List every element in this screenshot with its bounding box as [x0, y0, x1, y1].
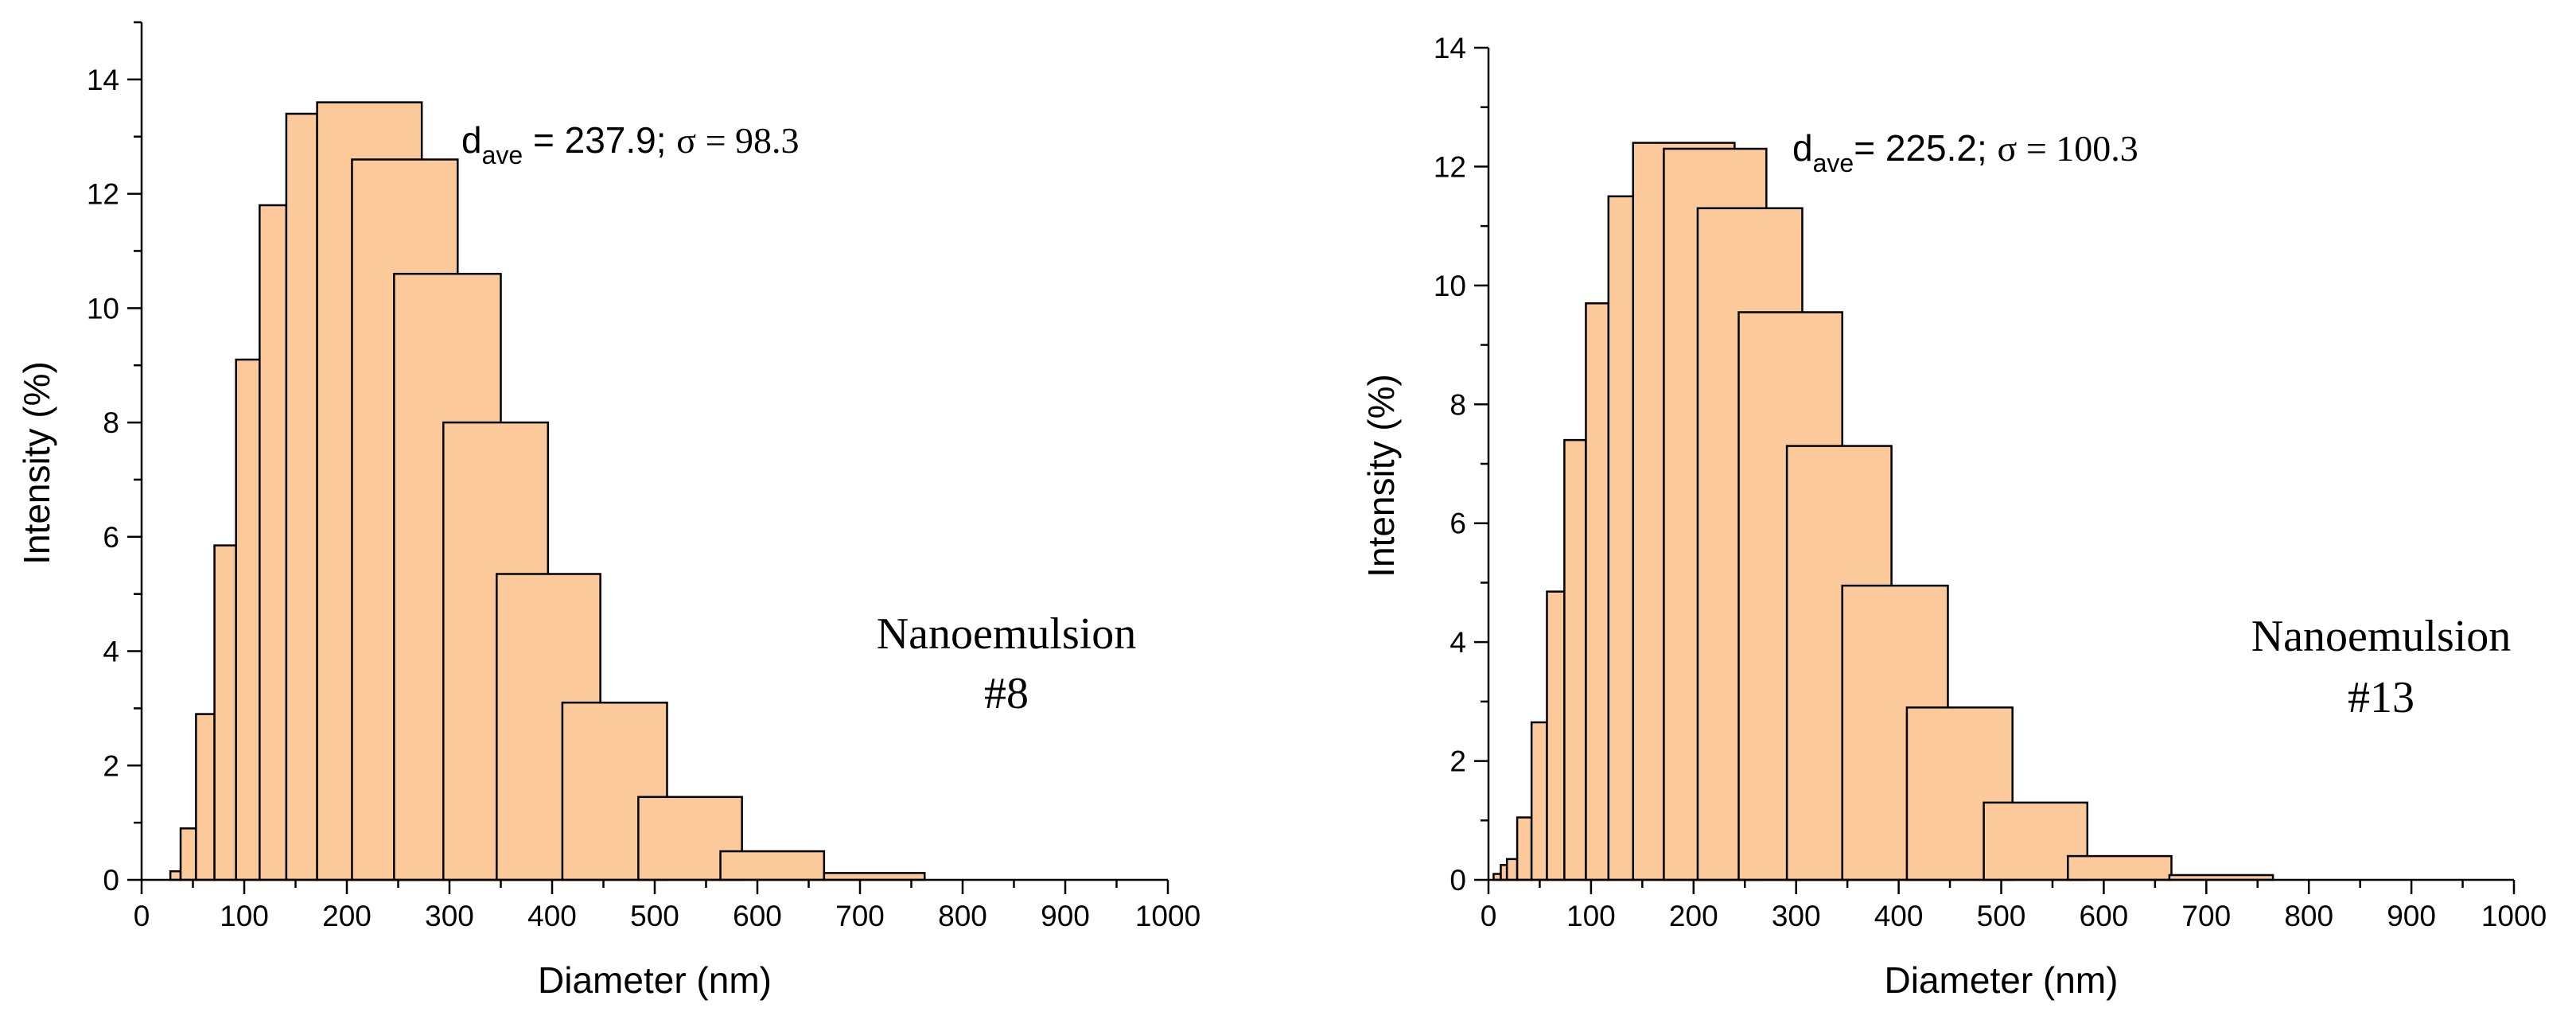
histogram-bar	[719, 850, 826, 881]
x-axis-title: Diameter (nm)	[1885, 959, 2119, 1001]
y-tick-label: 6	[1449, 508, 1466, 540]
x-tick-label: 900	[2387, 900, 2436, 932]
histogram-bar	[1546, 590, 1566, 881]
x-tick-label: 300	[425, 900, 474, 932]
histogram-bar	[2067, 854, 2173, 881]
y-tick-label: 4	[1449, 626, 1466, 659]
chart-panel-2: 0 100 200 300 400 500 600 700 800 900 1000 0 2 4 6 8 10 1…	[1360, 32, 2547, 1001]
histogram-bar	[1607, 195, 1634, 881]
histogram-bar	[235, 358, 261, 881]
y-tick-label: 14	[87, 64, 119, 96]
x-axis-title: Diameter (nm)	[538, 959, 772, 1001]
histogram-bar	[213, 544, 237, 881]
y-tick-label: 12	[1434, 150, 1466, 183]
x-tick-label: 0	[1481, 900, 1497, 932]
histogram-bar	[1585, 302, 1610, 881]
y-tick-label: 14	[1434, 32, 1466, 64]
stats-annotation: dave= 225.2; σ = 100.3	[1792, 127, 2138, 177]
x-tick-label: 300	[1772, 900, 1821, 932]
chart-panel-1: 0 100 200 300 400 500 600 700 800 900 1000 0 2 4 6 8 10 1…	[16, 21, 1200, 1001]
x-tick-label: 1000	[1135, 900, 1200, 932]
histogram-bar	[169, 870, 182, 881]
stats-annotation: dave = 237.9; σ = 98.3	[461, 119, 800, 169]
sample-label-name: Nanoemulsion	[2251, 612, 2512, 661]
x-tick-label: 400	[527, 900, 577, 932]
x-tick-label: 800	[938, 900, 987, 932]
x-tick-label: 0	[134, 900, 150, 932]
histogram-bar	[1530, 721, 1548, 881]
y-tick-label: 2	[1449, 745, 1466, 778]
x-tick-label: 100	[220, 900, 269, 932]
sample-label-number: #8	[984, 669, 1029, 718]
x-tick-label: 200	[1669, 900, 1718, 932]
histogram-bar	[179, 827, 197, 881]
x-tick-label: 600	[733, 900, 782, 932]
x-tick-label: 100	[1566, 900, 1616, 932]
x-tick-label: 900	[1041, 900, 1090, 932]
x-tick-label: 500	[630, 900, 679, 932]
x-tick-label: 700	[2181, 900, 2231, 932]
y-axis-title: Intensity (%)	[16, 361, 57, 565]
histogram-bar	[1516, 816, 1533, 881]
y-tick-label: 4	[103, 636, 119, 668]
y-tick-label: 10	[87, 292, 119, 325]
y-axis-title: Intensity (%)	[1360, 374, 1402, 578]
histogram-bar	[259, 204, 288, 881]
x-tick-label: 800	[2284, 900, 2333, 932]
sample-label-number: #13	[2348, 673, 2415, 722]
x-tick-label: 700	[835, 900, 885, 932]
histogram-bar	[285, 112, 318, 881]
x-tick-label: 200	[322, 900, 372, 932]
x-tick-label: 400	[1874, 900, 1924, 932]
y-tick-label: 0	[103, 864, 119, 897]
y-tick-label: 8	[103, 407, 119, 439]
y-tick-label: 2	[103, 749, 119, 782]
x-tick-label: 500	[1977, 900, 2026, 932]
x-tick-label: 1000	[2481, 900, 2547, 932]
histogram-bar	[1505, 858, 1519, 881]
sample-label-name: Nanoemulsion	[877, 609, 1137, 659]
histogram-bar	[195, 713, 216, 881]
histogram-bar	[1563, 438, 1587, 881]
y-tick-label: 0	[1449, 864, 1466, 897]
y-tick-label: 12	[87, 178, 119, 211]
y-tick-label: 10	[1434, 270, 1466, 302]
y-tick-label: 8	[1449, 388, 1466, 421]
histogram-bar	[823, 872, 926, 881]
y-tick-label: 6	[103, 521, 119, 554]
x-tick-label: 600	[2080, 900, 2129, 932]
